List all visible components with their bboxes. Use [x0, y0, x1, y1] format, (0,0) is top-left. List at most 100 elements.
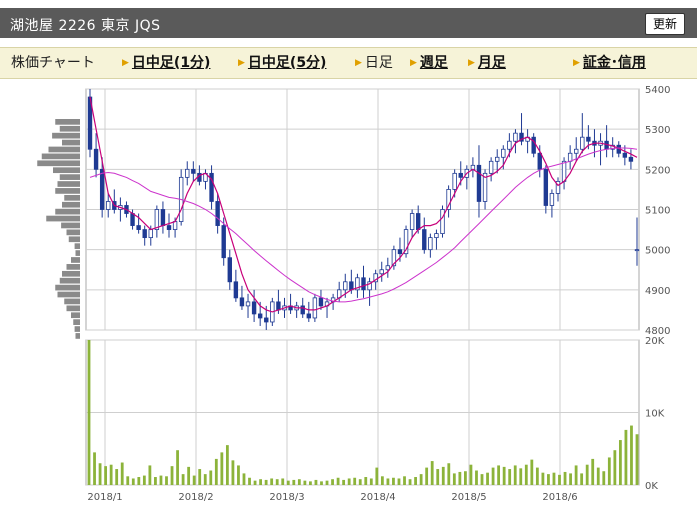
volume-bar [242, 473, 246, 485]
candle-body [440, 209, 445, 235]
tab-intraday-5min[interactable]: ▶ 日中足(5分) [238, 54, 326, 72]
volume-bar [209, 470, 213, 485]
candle-body [507, 140, 512, 150]
refresh-button[interactable]: 更新 [644, 13, 685, 35]
volume-bar [558, 474, 561, 485]
volume-bar [303, 480, 307, 485]
x-tick-label: 2018/1 [87, 492, 122, 503]
volume-bar [519, 468, 523, 485]
volume-panel: 20K 10K 0K [85, 336, 665, 492]
moving-average-5-line [89, 96, 638, 313]
volume-bar [397, 478, 401, 485]
tab-monthly[interactable]: ▶ 月足 [468, 54, 506, 72]
volume-bar [502, 466, 506, 485]
tab-weekly[interactable]: ▶ 週足 [410, 54, 448, 72]
volume-bar [369, 478, 373, 485]
candle-body [482, 172, 488, 202]
volume-bar [425, 467, 429, 485]
volume-profile-bar [75, 250, 80, 256]
candle-body [537, 152, 542, 170]
volume-profile-bar [48, 146, 80, 153]
volume-bar [309, 481, 312, 485]
candle-body [99, 168, 105, 210]
volume-bar [347, 478, 351, 485]
volume-bar [574, 465, 578, 485]
volume-bar [547, 474, 550, 485]
volume-bar [375, 467, 379, 485]
chart-type-tabs: 株価チャート ▶ 日中足(1分) ▶ 日中足(5分) ▶ 日足 ▶ 週足 ▶ 月足 ▶ 証金… [0, 47, 697, 79]
candle-body [458, 172, 463, 178]
volume-bar [159, 475, 163, 485]
volume-bar [264, 479, 268, 485]
candle-body [227, 257, 232, 283]
volume-profile-bar [57, 291, 80, 298]
volume-bar [386, 478, 390, 485]
volume-bar [464, 471, 467, 485]
price-tick-label: 5400 [645, 85, 670, 96]
volume-bar [297, 479, 301, 485]
candle-body [446, 189, 451, 210]
volume-profile-bar [59, 125, 80, 132]
volume-profile-bar [46, 215, 80, 222]
volume-bar [192, 475, 196, 485]
candle-body [166, 225, 172, 230]
volume-bar [148, 465, 152, 485]
volume-profile-bar [74, 326, 80, 332]
volume-bar [585, 464, 589, 485]
price-panel: 5400 5300 5200 5100 5000 4900 4800 [37, 85, 670, 339]
volume-bar [436, 469, 440, 485]
volume-profile-bar [59, 277, 80, 284]
volume-bar [392, 477, 395, 485]
tab-label: 月足 [477, 55, 506, 71]
volume-profile-bar [66, 264, 80, 270]
candle-body [312, 297, 318, 319]
volume-bar [336, 477, 340, 485]
volume-profile-bar [64, 194, 80, 201]
volume-profile-bar [71, 257, 80, 263]
volume-bar [331, 479, 334, 485]
title-bar: 湖池屋 2226 東京 JQS 更新 [0, 8, 697, 38]
volume-bar [380, 476, 384, 485]
volume-profile-bar [68, 236, 80, 243]
tab-margin-credit[interactable]: ▶ 証金･信用 [573, 54, 646, 72]
candle-body [264, 317, 269, 323]
candle-body [403, 229, 409, 255]
volume-bar [353, 477, 357, 485]
volume-profile-bar [57, 181, 80, 187]
volume-bar [275, 479, 279, 485]
volume-bar [98, 463, 102, 485]
volume-bar [596, 467, 600, 485]
candle-body [488, 160, 494, 174]
tab-daily: ▶ 日足 [355, 54, 393, 72]
candle-body [561, 160, 567, 182]
volume-profile-bar [62, 139, 80, 146]
price-tick-label: 5100 [645, 206, 670, 217]
volume-bar [513, 465, 517, 485]
candle-body [209, 172, 214, 202]
candle-body [154, 209, 160, 230]
candle-body [251, 301, 257, 315]
volume-bar [104, 466, 108, 485]
volume-bar [281, 478, 285, 485]
x-tick-label: 2018/5 [451, 492, 486, 503]
candle-body [373, 273, 378, 283]
price-tick-label: 5000 [645, 246, 670, 257]
volume-bar [364, 477, 368, 485]
arrow-icon: ▶ [468, 58, 475, 68]
volume-bar [618, 440, 622, 485]
candle-body [300, 305, 305, 315]
candle-body [452, 172, 457, 190]
volume-bar [469, 464, 473, 485]
volume-profile-bar [59, 174, 80, 180]
volume-bar [270, 478, 274, 485]
volume-profile-bar [55, 208, 80, 215]
candle-body [634, 249, 640, 252]
volume-bar [497, 465, 501, 485]
candle-body [239, 297, 245, 307]
arrow-icon: ▶ [355, 58, 362, 68]
candle-body [513, 132, 518, 142]
candle-body [428, 237, 433, 251]
tab-intraday-1min[interactable]: ▶ 日中足(1分) [122, 54, 210, 72]
price-tick-label: 5300 [645, 125, 670, 136]
